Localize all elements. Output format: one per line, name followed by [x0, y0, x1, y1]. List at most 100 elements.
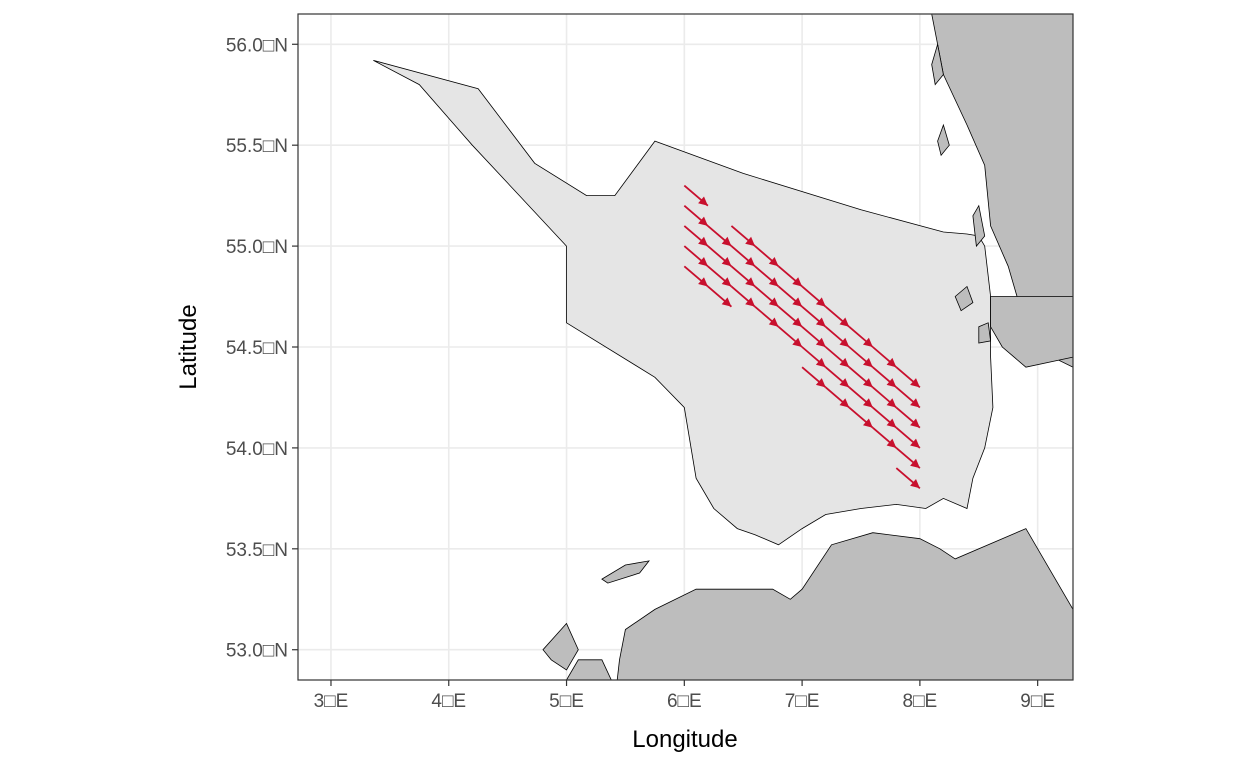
drift-arrow-head: [698, 277, 708, 287]
land-polygon: [978, 322, 992, 344]
drift-arrow: [683, 225, 709, 247]
drift-arrow: [754, 245, 780, 267]
drift-arrow: [825, 346, 850, 368]
drift-arrow-head: [910, 418, 920, 428]
drift-arrow-head: [815, 357, 826, 368]
drift-arrow: [777, 285, 803, 308]
drift-arrow-head: [768, 277, 779, 287]
x-tick-label: 7□E: [785, 691, 820, 712]
drift-arrow: [730, 245, 756, 267]
drift-arrow-head: [910, 458, 920, 469]
drift-arrow-head: [839, 337, 850, 347]
drift-arrow-head: [863, 337, 873, 347]
drift-arrow: [848, 406, 874, 429]
drift-arrow-head: [886, 378, 897, 388]
drift-arrow-head: [768, 257, 779, 267]
drift-arrow-head: [792, 277, 803, 287]
drift-arrow-head: [839, 317, 850, 327]
drift-arrow-head: [863, 418, 873, 428]
drift-arrow-head: [839, 378, 850, 388]
drift-arrow: [683, 184, 709, 207]
drift-arrow-head: [886, 398, 897, 408]
y-tick-label: 54.0□N: [226, 439, 288, 460]
y-axis-title: Latitude: [175, 304, 202, 389]
drift-arrow-head: [698, 257, 708, 267]
drift-arrow: [825, 305, 850, 328]
y-axis-ticks: 53.0□N 53.5□N 54.0□N 54.5□N 55.0□N 55.5□N 56.0…: [226, 35, 298, 662]
drift-arrow: [683, 205, 709, 227]
drift-arrow: [777, 305, 803, 328]
drift-arrow: [872, 346, 897, 368]
drift-arrow: [895, 366, 921, 389]
arrow-layer: [683, 184, 921, 489]
land-polygon: [542, 622, 579, 671]
drift-arrow: [777, 326, 803, 348]
drift-arrow: [707, 225, 733, 247]
y-tick-label: 56.0□N: [226, 35, 288, 56]
drift-arrow-head: [886, 418, 897, 428]
drift-arrow-head: [721, 277, 732, 287]
drift-arrow: [730, 285, 756, 308]
drift-arrow: [825, 366, 850, 389]
land-polygon: [601, 560, 650, 584]
land-polygon: [616, 528, 1073, 680]
drift-arrow-head: [863, 357, 873, 368]
drift-arrow: [848, 346, 874, 368]
drift-arrow: [872, 366, 897, 389]
drift-arrow: [848, 386, 874, 409]
drift-arrow-head: [698, 216, 708, 226]
drift-arrow-head: [745, 236, 755, 247]
drift-arrow-head: [792, 337, 803, 347]
drift-arrow-head: [698, 236, 708, 247]
drift-arrow: [825, 386, 850, 409]
drift-arrow-head: [815, 378, 826, 388]
x-axis-ticks: 3□E 4□E 5□E 6□E 7□E 8□E 9□E: [314, 680, 1055, 712]
land-polygon: [990, 296, 1073, 368]
drift-arrow: [895, 386, 921, 409]
drift-arrow: [848, 366, 874, 389]
drift-arrow-head: [886, 438, 897, 448]
drift-arrow-head: [768, 317, 779, 327]
drift-arrow-head: [910, 398, 920, 408]
drift-arrow: [777, 265, 803, 288]
drift-arrow: [872, 406, 897, 429]
y-tick-label: 53.0□N: [226, 641, 288, 662]
drift-arrow-head: [721, 297, 732, 307]
drift-arrow: [895, 447, 921, 469]
drift-arrow: [872, 386, 897, 409]
x-tick-label: 3□E: [314, 691, 349, 712]
land-polygon: [566, 659, 612, 680]
drift-arrow-head: [792, 297, 803, 307]
drift-arrow-head: [815, 337, 826, 347]
drift-arrow: [872, 427, 897, 449]
drift-arrow: [848, 326, 874, 348]
x-axis-title: Longitude: [632, 726, 737, 753]
land-polygon: [954, 285, 974, 312]
drift-arrow: [895, 406, 921, 429]
drift-arrow-head: [792, 317, 803, 327]
x-tick-label: 8□E: [903, 691, 938, 712]
x-tick-label: 9□E: [1020, 691, 1055, 712]
drift-arrow-head: [721, 236, 732, 247]
drift-arrow-head: [721, 257, 732, 267]
drift-arrow: [825, 326, 850, 348]
drift-arrow-head: [815, 297, 826, 307]
drift-arrow-head: [910, 438, 920, 448]
drift-arrow: [683, 265, 709, 288]
y-tick-label: 55.5□N: [226, 136, 288, 157]
study-area-polygon: [373, 60, 994, 546]
drift-arrow-head: [863, 398, 873, 408]
x-tick-label: 6□E: [667, 691, 702, 712]
drift-arrow-head: [910, 479, 920, 489]
drift-arrow: [707, 265, 733, 288]
x-tick-label: 4□E: [431, 691, 466, 712]
drift-arrow-head: [863, 378, 873, 388]
drift-arrow: [707, 245, 733, 267]
drift-arrow-head: [745, 297, 755, 307]
land-polygon: [931, 44, 944, 86]
drift-arrow-head: [886, 357, 897, 368]
drift-arrow: [801, 305, 827, 328]
drift-arrow: [683, 245, 709, 267]
